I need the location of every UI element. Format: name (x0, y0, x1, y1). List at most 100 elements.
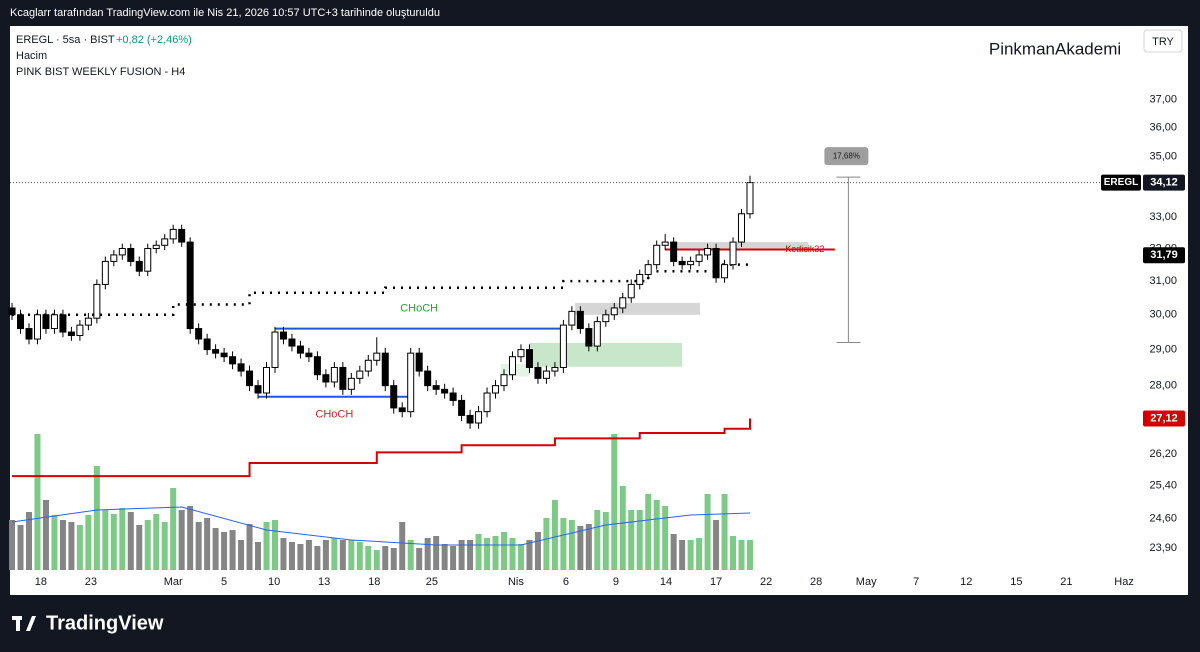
candle-body (492, 385, 500, 394)
level-label: CHoCH (315, 409, 353, 421)
y-tick-label: 31,00 (1149, 275, 1177, 287)
candle-body (118, 247, 126, 256)
volume-bar (102, 510, 109, 570)
volume-bar (238, 540, 245, 570)
volume-bar (280, 538, 287, 570)
candle-body (152, 244, 160, 249)
candle-body (738, 213, 746, 243)
volume-bar (653, 500, 660, 570)
candle-body (576, 310, 584, 330)
candle-body (305, 352, 313, 358)
volume-bar (382, 546, 389, 570)
candle-body (296, 345, 304, 354)
candle-body (237, 363, 245, 372)
trail-line (12, 418, 751, 478)
y-tick-label: 29,00 (1149, 344, 1177, 356)
zone (529, 342, 683, 367)
volume-bar (76, 525, 83, 570)
volume-bar (543, 518, 550, 570)
volume-bar (467, 540, 474, 570)
candle-body (390, 385, 398, 409)
volume-bar (229, 530, 236, 570)
symbol-tag-label: EREGL (1104, 177, 1138, 188)
volume-bar (450, 546, 457, 570)
candle-body (687, 260, 695, 266)
volume-bar (416, 548, 423, 570)
candle-body (712, 247, 720, 279)
y-tick-label: 35,00 (1149, 150, 1177, 162)
x-tick-label: 17 (710, 576, 722, 588)
candle-body (67, 331, 75, 337)
candle-body (585, 328, 593, 347)
candle-body (729, 241, 737, 266)
candle-body (670, 241, 678, 262)
volume-bar (356, 542, 363, 570)
candle-body (746, 182, 754, 215)
candle-body (330, 366, 338, 383)
candle-body (449, 392, 457, 401)
candle-body (398, 407, 406, 413)
candle-body (356, 370, 364, 379)
x-tick-label: 15 (1010, 576, 1022, 588)
indicator-label: PINK BIST WEEKLY FUSION - H4 (16, 66, 185, 78)
x-tick-label: 14 (660, 576, 672, 588)
volume-bar (492, 536, 499, 570)
x-tick-label: 6 (563, 576, 569, 588)
volume-bar (212, 528, 219, 570)
candle-body (254, 385, 262, 394)
x-tick-label: Haz (1114, 576, 1134, 588)
x-tick-label: 18 (35, 576, 47, 588)
candle-body (33, 314, 41, 340)
currency[interactable]: TRY (1152, 36, 1174, 48)
volume-bar (170, 488, 177, 570)
volume-bar (373, 550, 380, 570)
volume-bar (628, 510, 635, 570)
volume-bar (68, 522, 75, 570)
x-tick-label: 18 (368, 576, 380, 588)
measure-box (824, 147, 869, 166)
volume-bar (178, 510, 185, 570)
volume-bar (509, 538, 516, 570)
candle-body (568, 310, 576, 326)
candle-body (441, 388, 449, 394)
x-tick-label: 28 (810, 576, 822, 588)
volume-bar (551, 500, 558, 570)
candle-body (653, 244, 661, 266)
volume-bar (458, 540, 465, 570)
symbol: EREGL · 5sa · BIST (16, 34, 115, 46)
volume-bar (611, 434, 618, 570)
x-tick-label: Nis (508, 576, 524, 588)
volume-bar (517, 544, 524, 570)
volume-bar (365, 546, 372, 570)
volume-bar (704, 494, 711, 570)
candle-body (364, 359, 372, 372)
logo (12, 616, 36, 631)
symbol-tag (1101, 174, 1141, 191)
y-tick-label: 25,40 (1149, 480, 1177, 492)
candle-body (381, 352, 389, 387)
volume-bar (305, 540, 312, 570)
volume-bar (738, 540, 745, 570)
volume-bar (560, 518, 567, 570)
candle-body (50, 314, 58, 330)
volume-bar (144, 520, 151, 570)
volume-bar (602, 512, 609, 570)
candle-body (101, 260, 109, 285)
candle-body (127, 247, 135, 262)
candle-body (93, 283, 101, 319)
candle-body (322, 374, 330, 383)
volume-bar (696, 538, 703, 570)
change: +0,82 (+2,46%) (116, 34, 192, 46)
candle-body (339, 366, 347, 390)
x-tick-label: 13 (318, 576, 330, 588)
candle-body (144, 247, 152, 272)
candle-body (432, 385, 440, 390)
volume-bar (484, 538, 491, 570)
candle-body (559, 324, 567, 368)
volume-bar (746, 540, 753, 570)
currency-box[interactable] (1143, 29, 1183, 53)
volume-bar (255, 542, 262, 570)
volume-bar (9, 520, 16, 570)
candle-body (704, 247, 712, 256)
candle-body (415, 352, 423, 372)
